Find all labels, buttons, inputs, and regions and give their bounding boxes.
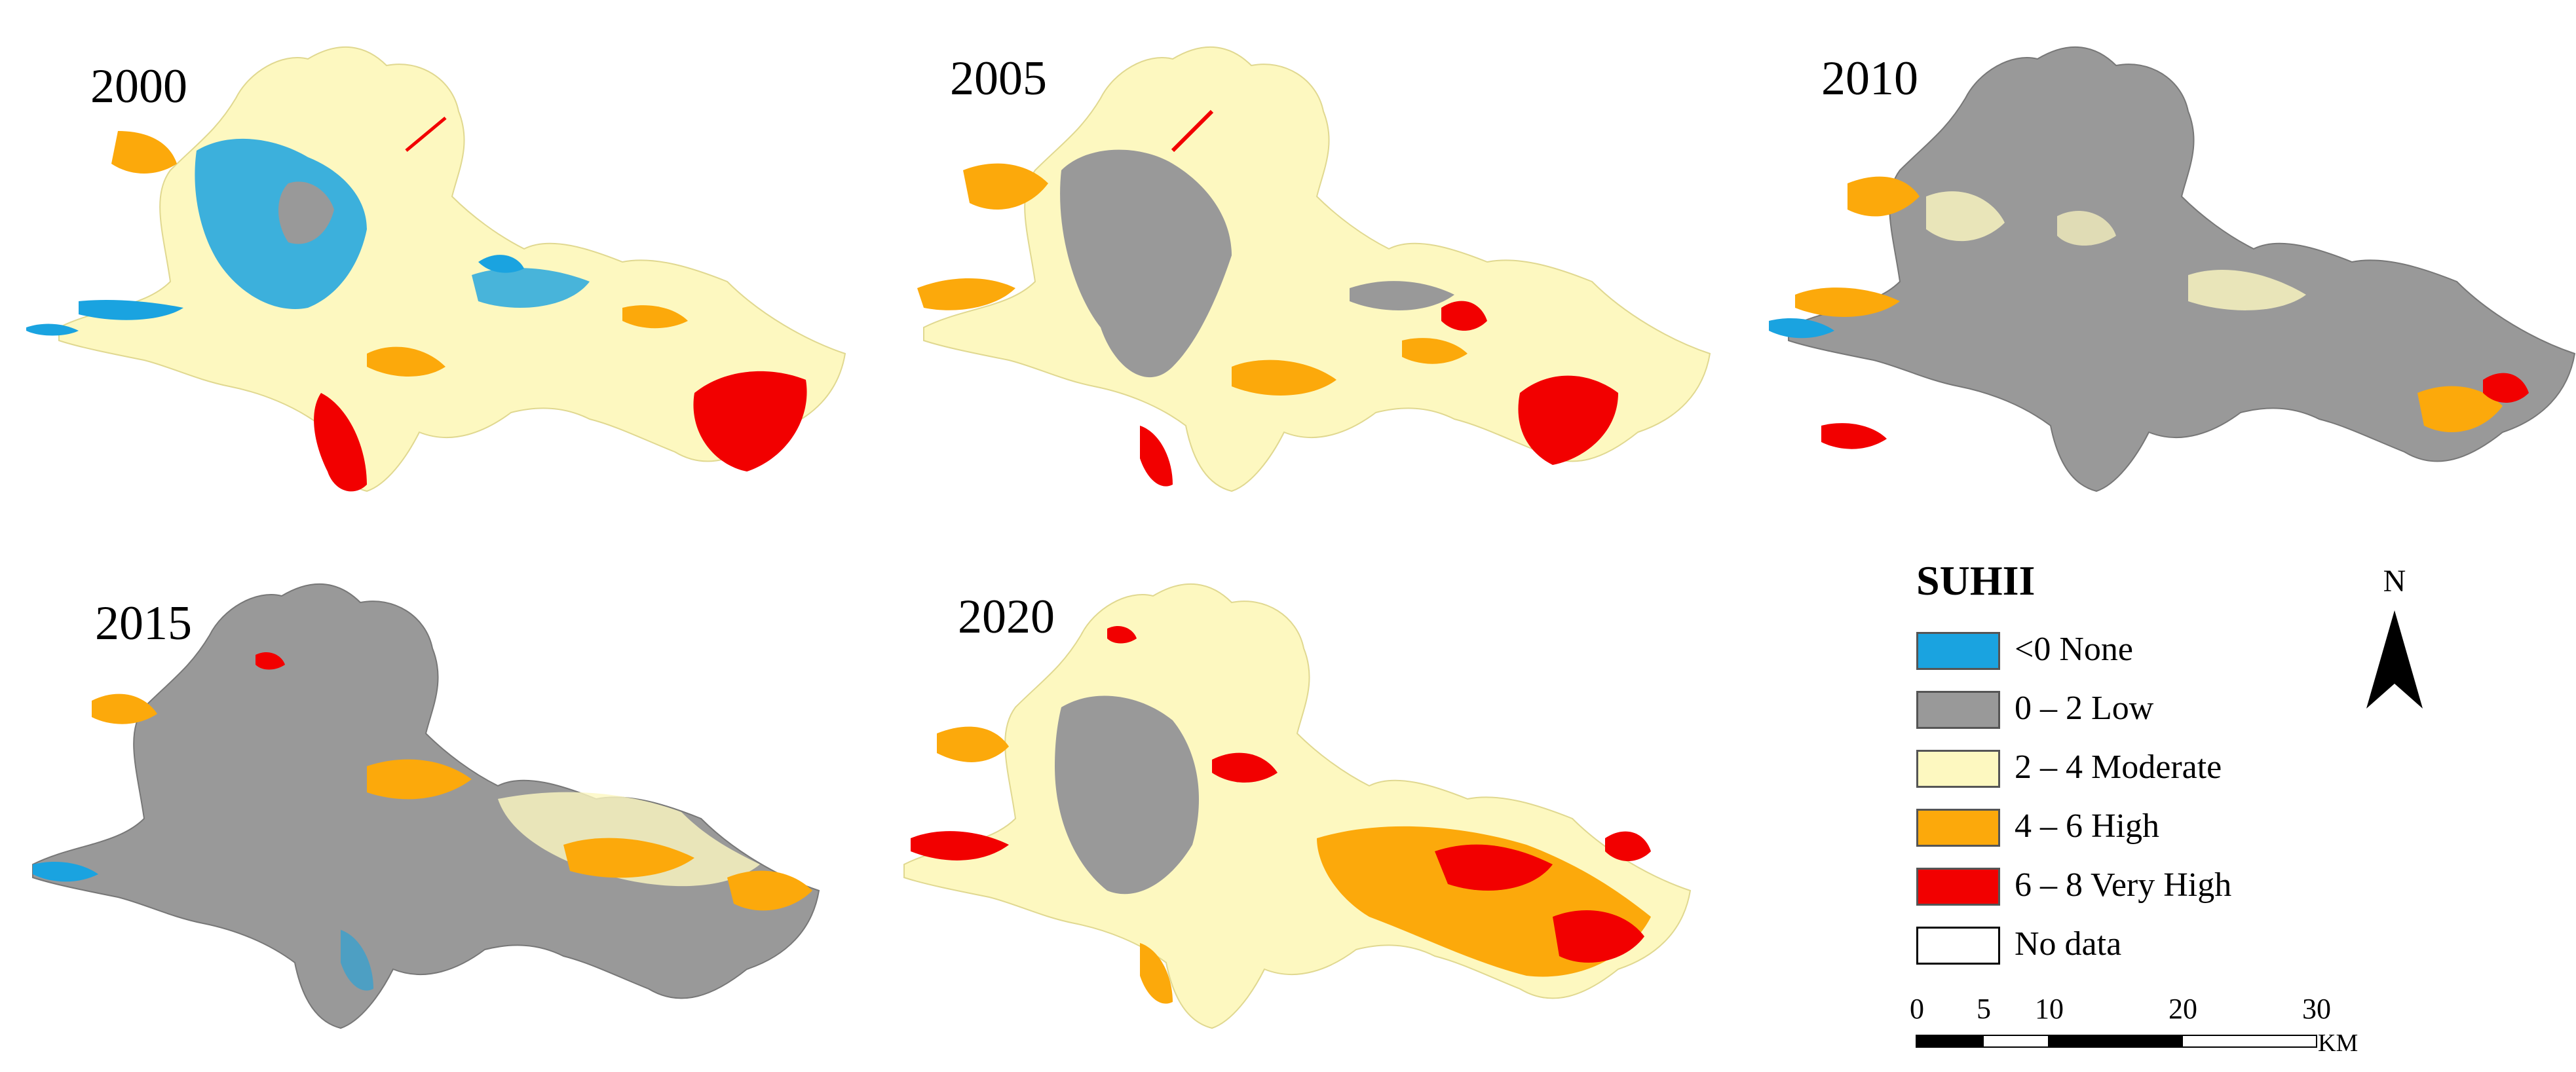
legend: SUHII <0 None 0 – 2 Low 2 – 4 Moderate 4… — [1916, 557, 2336, 976]
map-2010 — [1769, 46, 2575, 492]
legend-label: 6 – 8 Very High — [2015, 866, 2232, 904]
north-arrow: N — [2358, 563, 2431, 714]
legend-label: 4 – 6 High — [2015, 807, 2159, 845]
scale-tick: 20 — [2169, 993, 2197, 1025]
year-label-2010: 2010 — [1821, 52, 1918, 105]
legend-label: 0 – 2 Low — [2015, 690, 2154, 727]
year-label-2020: 2020 — [958, 590, 1055, 644]
scale-tick: 0 — [1910, 993, 1924, 1025]
north-arrow-icon — [2366, 610, 2423, 709]
legend-swatch — [1916, 691, 2000, 729]
legend-item-moderate: 2 – 4 Moderate — [1916, 747, 2336, 792]
legend-swatch — [1916, 868, 2000, 906]
legend-label: 2 – 4 Moderate — [2015, 749, 2222, 786]
map-2000 — [26, 46, 846, 492]
scale-bar-graphic — [1916, 1035, 2317, 1048]
legend-label: <0 None — [2015, 631, 2133, 668]
north-letter: N — [2383, 564, 2406, 599]
legend-item-none: <0 None — [1916, 629, 2336, 675]
map-2005 — [917, 46, 1711, 492]
map-2020 — [903, 583, 1691, 1029]
scale-bar: 0 5 10 20 30 KM — [1900, 992, 2398, 1064]
year-label-2015: 2015 — [95, 597, 192, 650]
legend-swatch — [1916, 632, 2000, 670]
year-label-2000: 2000 — [90, 60, 187, 113]
legend-label: No data — [2015, 925, 2122, 963]
scale-tick: 5 — [1977, 993, 1991, 1025]
legend-item-low: 0 – 2 Low — [1916, 688, 2336, 733]
legend-swatch — [1916, 750, 2000, 788]
scale-tick: 30 — [2302, 993, 2331, 1025]
scale-tick: 10 — [2035, 993, 2064, 1025]
legend-swatch — [1916, 809, 2000, 847]
legend-item-no-data: No data — [1916, 923, 2336, 969]
scale-unit: KM — [2318, 1029, 2358, 1057]
year-label-2005: 2005 — [950, 52, 1047, 105]
legend-title: SUHII — [1916, 557, 2036, 604]
legend-item-very-high: 6 – 8 Very High — [1916, 864, 2336, 910]
map-2015 — [32, 583, 820, 1029]
legend-item-high: 4 – 6 High — [1916, 805, 2336, 851]
legend-swatch — [1916, 927, 2000, 965]
